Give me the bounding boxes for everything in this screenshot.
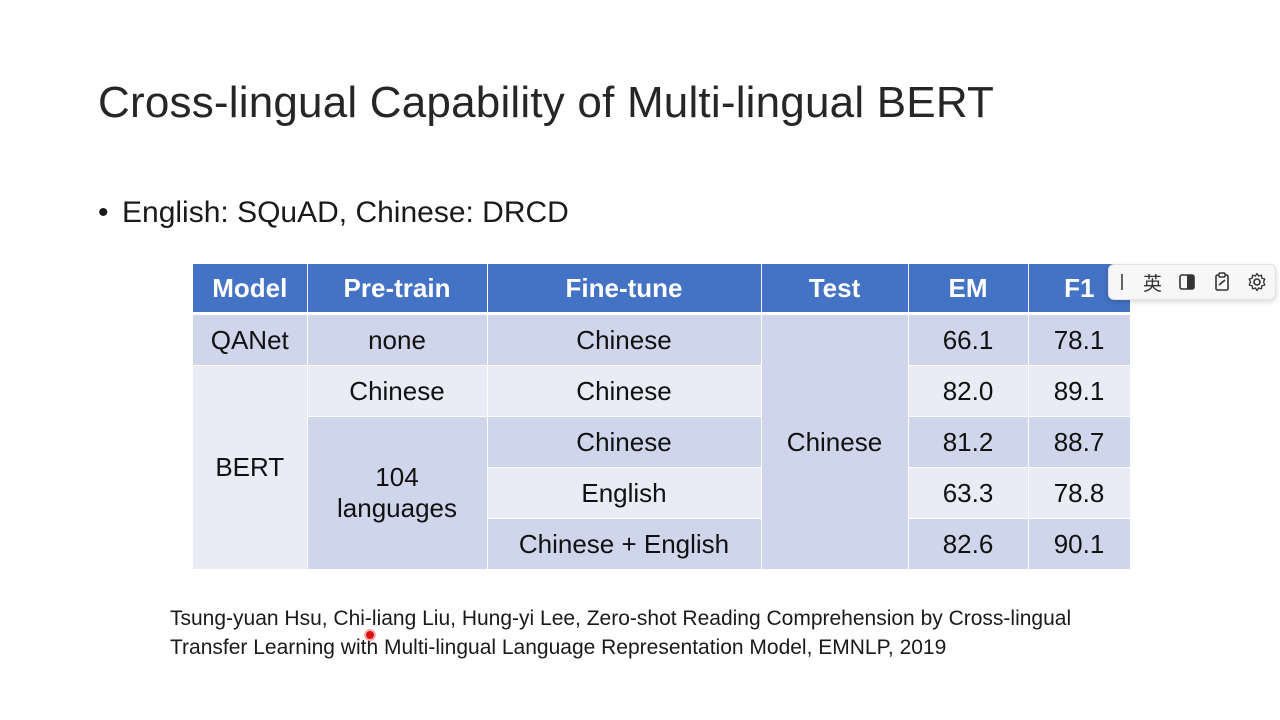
cell-model: QANet (193, 313, 308, 366)
bullet-text: English: SQuAD, Chinese: DRCD (122, 196, 569, 229)
cell-em: 82.0 (908, 365, 1029, 417)
cell-finetune: English (487, 467, 762, 519)
table-row: QANet none Chinese Chinese 66.1 78.1 (193, 313, 1131, 570)
table-header-row: Model Pre-train Fine-tune Test EM F1 (193, 264, 1130, 315)
bullet-marker: • (98, 196, 109, 229)
bullet-item: • English: SQuAD, Chinese: DRCD (98, 196, 569, 230)
table-row: 104 languages Chinese 81.2 88.7 (193, 416, 1131, 570)
cell-pretrain: Chinese (307, 365, 488, 417)
table-row: English 63.3 78.8 (193, 467, 1131, 519)
pretrain-line: 104 (375, 462, 419, 492)
cell-f1: 78.8 (1028, 467, 1131, 519)
results-table: Model Pre-train Fine-tune Test EM F1 QAN… (193, 264, 1131, 570)
cell-f1: 89.1 (1028, 365, 1131, 417)
half-square-icon[interactable] (1170, 267, 1205, 297)
cell-model: BERT (193, 365, 308, 570)
cell-em: 63.3 (908, 467, 1029, 519)
cell-f1: 88.7 (1028, 416, 1131, 468)
citation-line: Transfer Learning with Multi-lingual Lan… (170, 636, 947, 659)
cell-pretrain: 104 languages (307, 416, 488, 570)
cell-finetune: Chinese + English (487, 518, 762, 570)
table-row: BERT Chinese Chinese 82.0 89.1 (193, 365, 1131, 570)
header-em: EM (908, 264, 1029, 315)
cell-em: 66.1 (908, 313, 1029, 366)
cell-finetune: Chinese (487, 313, 762, 366)
ime-language-button[interactable]: 英 (1142, 272, 1162, 295)
cell-finetune: Chinese (487, 416, 762, 468)
cell-test: Chinese (761, 313, 909, 570)
cell-pretrain: none (307, 313, 488, 366)
cell-em: 82.6 (908, 518, 1029, 570)
gear-icon[interactable] (1240, 267, 1275, 297)
cell-f1: 90.1 (1028, 518, 1131, 570)
cell-f1: 78.1 (1028, 313, 1131, 366)
citation-line: Tsung-yuan Hsu, Chi-liang Liu, Hung-yi L… (170, 607, 1072, 630)
table-row: Chinese + English 82.6 90.1 (193, 518, 1131, 570)
header-finetune: Fine-tune (487, 264, 762, 315)
grip-icon[interactable] (1121, 274, 1123, 290)
slide-title: Cross-lingual Capability of Multi-lingua… (98, 78, 995, 127)
citation: Tsung-yuan Hsu, Chi-liang Liu, Hung-yi L… (170, 604, 1210, 662)
ime-toolbar: 英 (1108, 264, 1276, 300)
cell-finetune: Chinese (487, 365, 762, 417)
header-pretrain: Pre-train (307, 264, 488, 315)
cell-em: 81.2 (908, 416, 1029, 468)
clipboard-icon[interactable] (1205, 267, 1240, 297)
pretrain-line: languages (337, 493, 457, 523)
header-model: Model (193, 264, 308, 315)
pointer-indicator (364, 629, 376, 641)
header-test: Test (761, 264, 909, 315)
